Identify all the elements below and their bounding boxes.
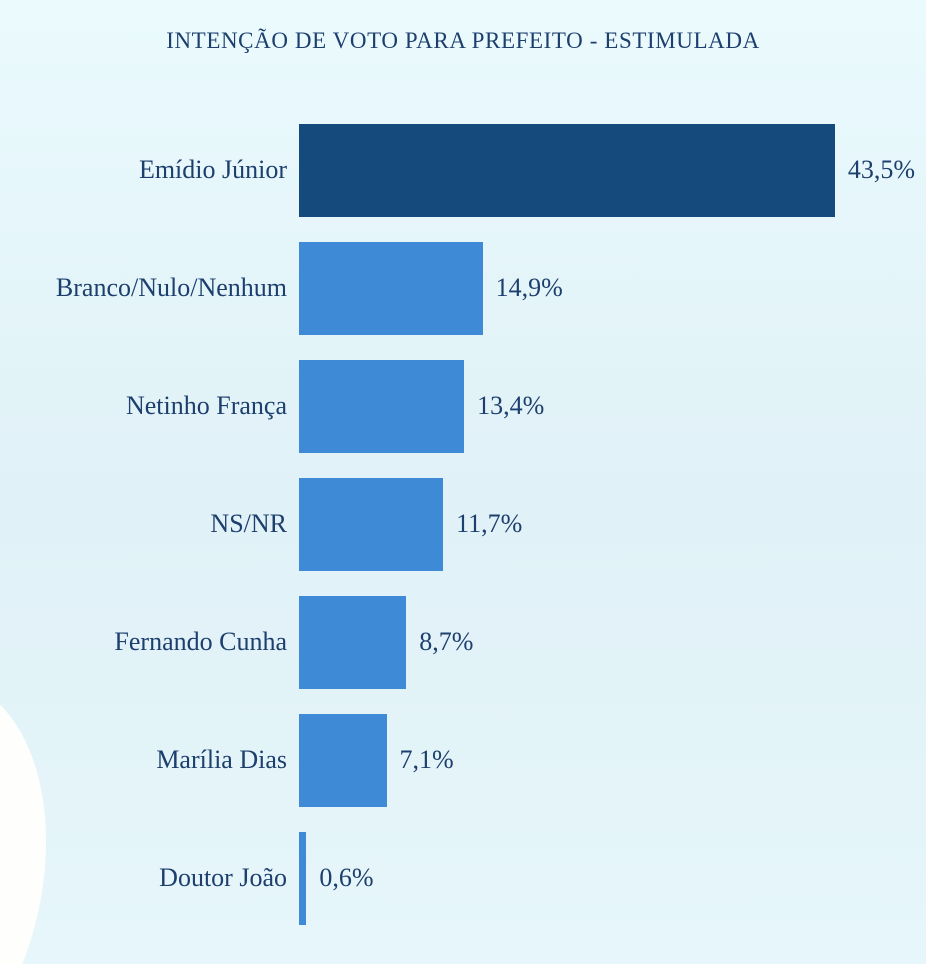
category-label: Marília Dias: [156, 745, 287, 774]
category-label: Emídio Júnior: [138, 155, 287, 184]
bar: [299, 713, 387, 807]
value-label: 14,9%: [495, 273, 563, 302]
bar: [299, 359, 465, 453]
category-label: Netinho França: [125, 391, 287, 420]
chart-title: INTENÇÃO DE VOTO PARA PREFEITO - ESTIMUL…: [166, 28, 760, 53]
category-label: NS/NR: [210, 509, 287, 538]
bar-rows: Emídio Júnior 43,5% Branco/Nulo/Nenhum 1…: [0, 111, 926, 937]
bar-row: Doutor João 0,6%: [0, 819, 926, 937]
value-label: 0,6%: [319, 863, 374, 892]
bar-row: Fernando Cunha 8,7%: [0, 583, 926, 701]
bar: [299, 241, 483, 335]
category-label: Branco/Nulo/Nenhum: [55, 273, 287, 302]
value-label: 13,4%: [477, 391, 545, 420]
category-label: Fernando Cunha: [114, 627, 287, 656]
value-label: 7,1%: [399, 745, 454, 774]
bar-row: Emídio Júnior 43,5%: [0, 111, 926, 229]
bar: [299, 831, 307, 925]
value-label: 8,7%: [419, 627, 474, 656]
bar: [299, 123, 835, 217]
bar-row: Netinho França 13,4%: [0, 347, 926, 465]
bar: [299, 477, 444, 571]
category-label: Doutor João: [159, 863, 287, 892]
value-label: 43,5%: [847, 155, 916, 184]
value-label: 11,7%: [456, 509, 523, 538]
bar-row: Marília Dias 7,1%: [0, 701, 926, 819]
bar-row: NS/NR 11,7%: [0, 465, 926, 583]
bar: [299, 595, 407, 689]
bar-row: Branco/Nulo/Nenhum 14,9%: [0, 229, 926, 347]
